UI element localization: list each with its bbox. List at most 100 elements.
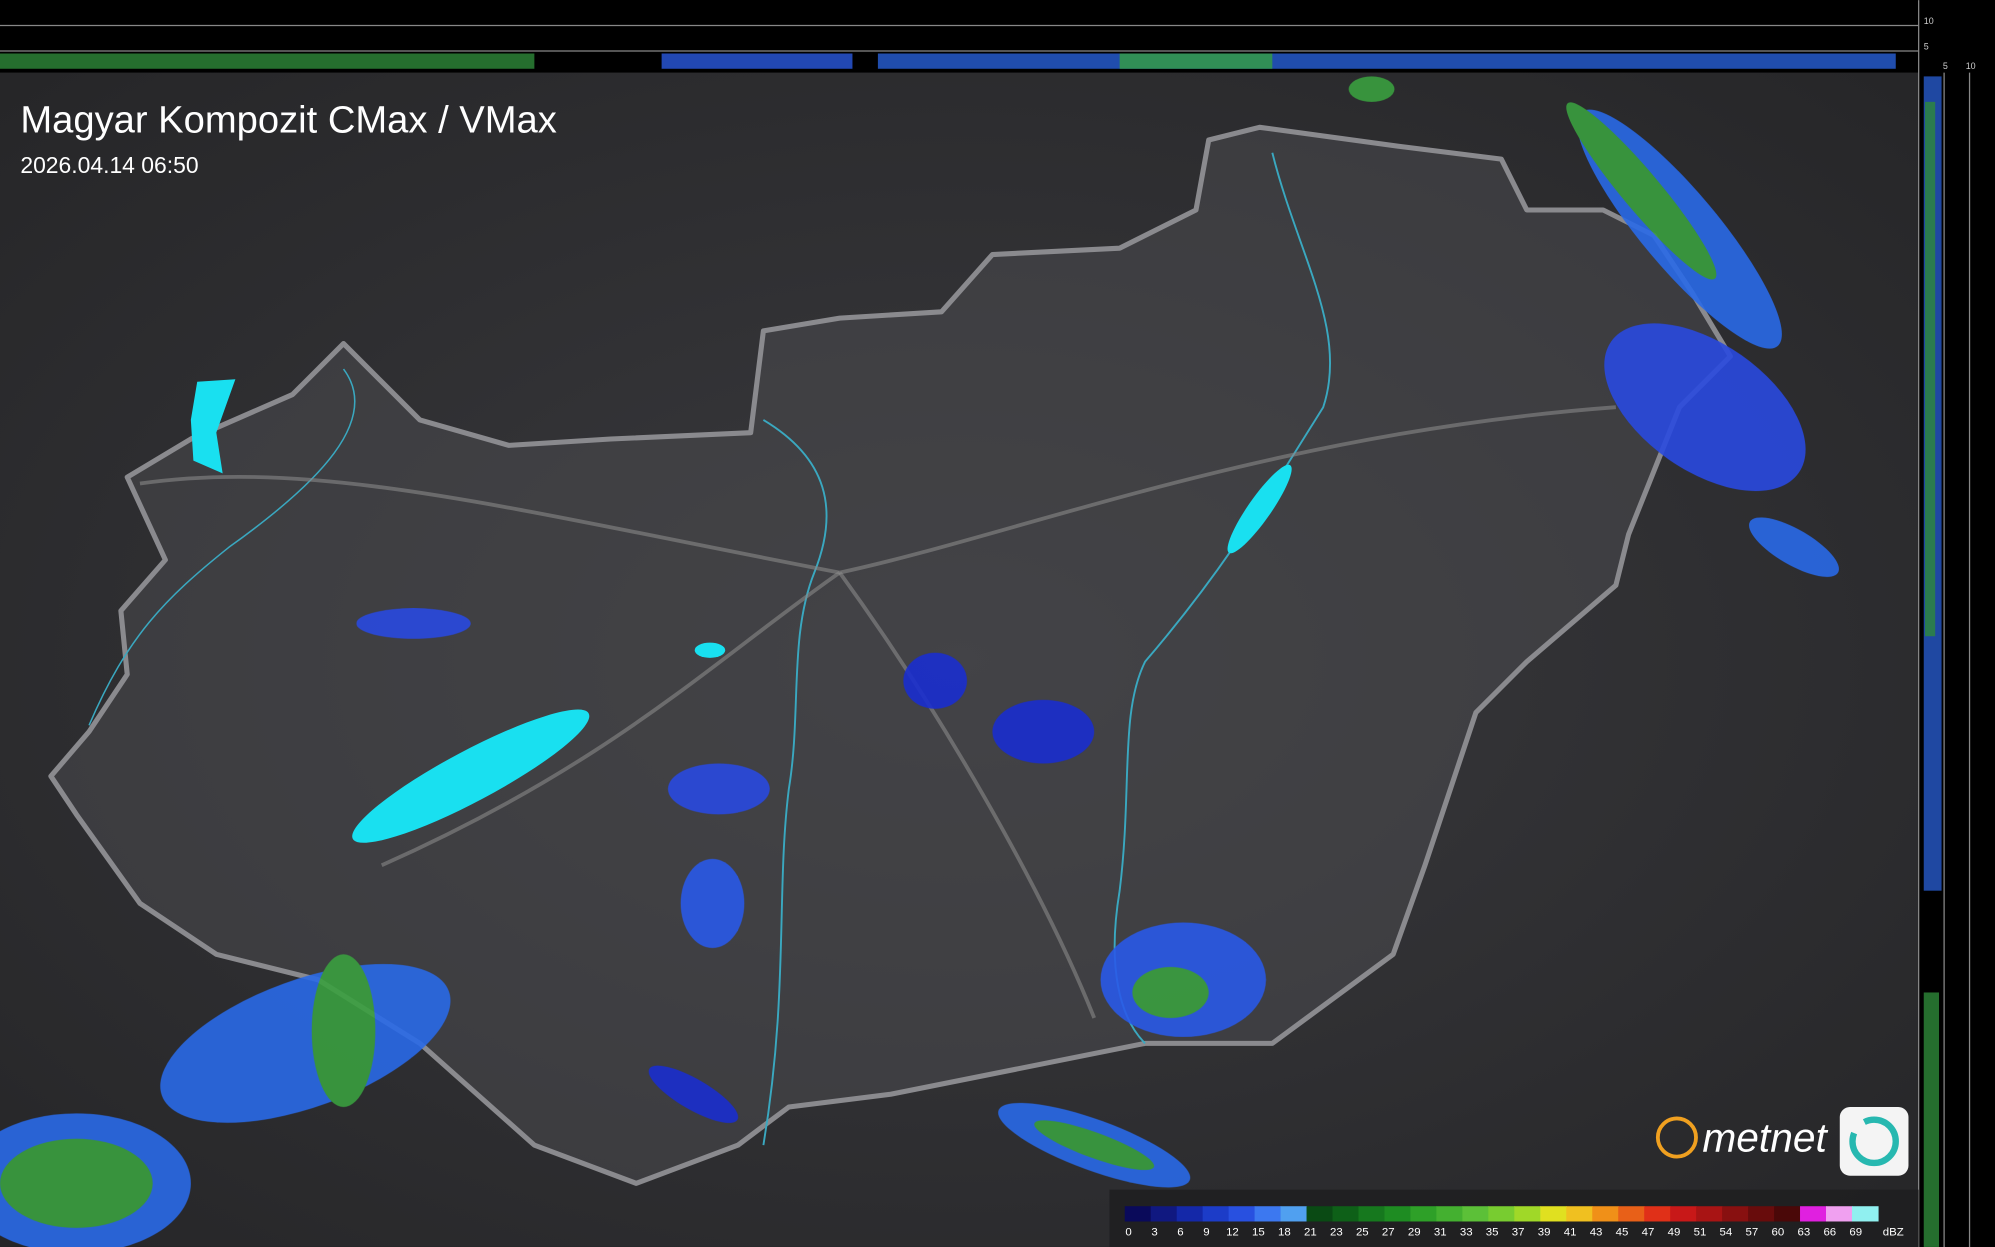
legend-label: 3 — [1151, 1226, 1157, 1238]
echo — [1034, 1120, 1155, 1170]
lake — [1227, 464, 1292, 554]
legend-swatch — [1774, 1206, 1801, 1222]
echo — [667, 763, 770, 815]
legend-label: 31 — [1434, 1226, 1447, 1238]
legend-swatch — [1800, 1206, 1827, 1222]
map-timestamp: 2026.04.14 06:50 — [20, 152, 198, 178]
legend-swatch — [1202, 1206, 1230, 1222]
legend-swatch — [1826, 1206, 1853, 1222]
profile-echo — [1923, 992, 1940, 1247]
scale-label: 5 — [1943, 61, 1948, 71]
legend-label: 60 — [1772, 1226, 1785, 1238]
legend-swatch — [1748, 1206, 1775, 1222]
legend-label: 9 — [1203, 1226, 1209, 1238]
scale-label: 5 — [1924, 42, 1929, 52]
legend-label: 66 — [1823, 1226, 1836, 1238]
echo — [992, 699, 1095, 764]
echo — [648, 1065, 739, 1123]
legend-label: 21 — [1304, 1226, 1317, 1238]
legend-label: 37 — [1512, 1226, 1525, 1238]
river — [88, 368, 356, 726]
legend-label: 6 — [1177, 1226, 1183, 1238]
road — [380, 571, 841, 867]
legend-label: 15 — [1252, 1226, 1265, 1238]
legend-swatch — [1540, 1206, 1567, 1222]
legend-swatch — [1566, 1206, 1593, 1222]
legend-swatch — [1851, 1206, 1879, 1222]
legend-swatch — [1306, 1206, 1334, 1222]
profile-echo — [1119, 53, 1273, 69]
legend-label: 43 — [1590, 1226, 1603, 1238]
legend-label: 29 — [1408, 1226, 1421, 1238]
logo-swirl — [1849, 1116, 1899, 1167]
scale-label: 10 — [1924, 16, 1934, 26]
lake — [352, 709, 590, 843]
legend: 0 3 6 9 12 15 18 21 23 25 27 29 31 33 35 37 39 41 43 45 47 49… — [1124, 1206, 1904, 1238]
echo — [903, 652, 967, 709]
legend-label: 18 — [1278, 1226, 1291, 1238]
echo — [680, 858, 745, 948]
radar-echoes — [0, 76, 1839, 1247]
legend-label: 51 — [1694, 1226, 1707, 1238]
logo-sun — [1655, 1116, 1698, 1159]
legend-swatch — [1228, 1206, 1256, 1222]
legend-swatch — [1488, 1206, 1515, 1222]
legend-swatch — [1358, 1206, 1386, 1222]
river — [1113, 152, 1332, 1045]
legend-swatch — [1332, 1206, 1360, 1222]
legend-label: 25 — [1356, 1226, 1369, 1238]
echo — [0, 1138, 153, 1228]
profile-echo — [661, 53, 853, 69]
legend-swatch — [1384, 1206, 1412, 1222]
map-title: Magyar Kompozit CMax / VMax — [20, 98, 556, 141]
profile-echo — [0, 53, 535, 69]
legend-swatch — [1150, 1206, 1178, 1222]
legend-label: 23 — [1330, 1226, 1343, 1238]
river — [762, 419, 828, 1146]
echo — [1566, 102, 1717, 280]
legend-label: 33 — [1460, 1226, 1473, 1238]
echo — [1749, 517, 1839, 577]
road — [838, 571, 1096, 1019]
legend-label: 39 — [1538, 1226, 1551, 1238]
legend-label: 63 — [1797, 1226, 1810, 1238]
lake — [694, 642, 726, 658]
legend-label: 45 — [1616, 1226, 1629, 1238]
legend-swatch — [1670, 1206, 1697, 1222]
legend-swatch — [1644, 1206, 1671, 1222]
legend-label: 69 — [1849, 1226, 1862, 1238]
legend-swatch — [1722, 1206, 1749, 1222]
legend-label: 47 — [1642, 1226, 1655, 1238]
legend-label: 27 — [1382, 1226, 1395, 1238]
legend-swatch — [1436, 1206, 1464, 1222]
legend-swatch — [1254, 1206, 1282, 1222]
legend-label: 49 — [1668, 1226, 1681, 1238]
legend-label: 35 — [1486, 1226, 1499, 1238]
legend-swatch — [1514, 1206, 1541, 1222]
legend-swatch — [1176, 1206, 1204, 1222]
legend-label: 57 — [1746, 1226, 1759, 1238]
legend-label: 41 — [1564, 1226, 1577, 1238]
legend-swatch — [1124, 1206, 1152, 1222]
logo: metnet — [1655, 1106, 1909, 1176]
legend-label: 0 — [1125, 1226, 1131, 1238]
legend-swatch — [1462, 1206, 1489, 1222]
echo — [1604, 323, 1806, 492]
echo — [160, 963, 451, 1123]
scale-label: 10 — [1966, 61, 1976, 71]
legend-label: 12 — [1226, 1226, 1239, 1238]
legend-unit: dBZ — [1883, 1226, 1904, 1238]
echo — [311, 954, 376, 1107]
echo — [356, 608, 471, 639]
profile-echo — [1925, 101, 1936, 637]
legend-swatch — [1618, 1206, 1645, 1222]
echo — [1348, 76, 1395, 102]
logo-text: metnet — [1702, 1115, 1828, 1161]
lake — [190, 379, 236, 474]
legend-label: 54 — [1720, 1226, 1733, 1238]
echo — [1132, 967, 1209, 1018]
legend-swatch — [1280, 1206, 1308, 1222]
profile-echo — [877, 53, 1896, 69]
legend-swatch — [1696, 1206, 1723, 1222]
